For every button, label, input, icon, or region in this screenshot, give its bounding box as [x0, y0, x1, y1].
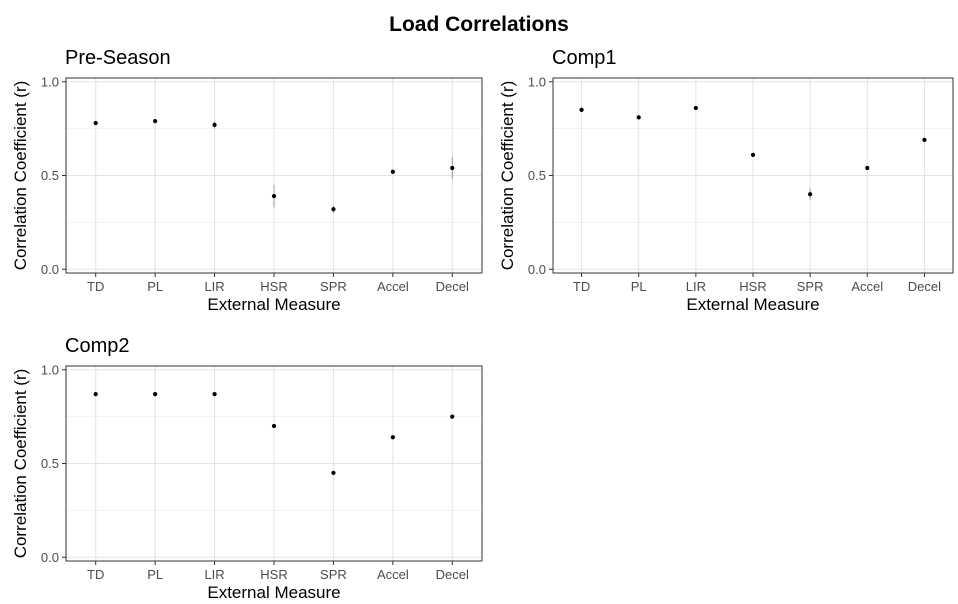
x-tick-label: HSR	[260, 567, 287, 582]
y-tick-label: 0.0	[528, 262, 546, 277]
data-point	[750, 152, 756, 157]
x-tick-label: SPR	[320, 279, 347, 294]
data-point	[331, 470, 336, 475]
data-point	[331, 207, 336, 212]
y-tick-label: 1.0	[528, 74, 546, 89]
data-point	[390, 435, 395, 440]
data-point	[865, 165, 870, 171]
y-tick-label: 1.0	[41, 74, 59, 89]
chart-panel-1: Comp1 0.0 0.5 1.0 TD PL LIR HSR SPR Accel Decel Ext…	[498, 47, 954, 314]
chart-panel-2: Comp2 0.0 0.5 1.0 TD PL LIR HSR SPR Accel Decel Ext…	[11, 335, 483, 602]
x-tick-label: SPR	[797, 279, 824, 294]
chart-panel-0: Pre-Season 0.0 0.5 1.0 TD PL LIR HSR SPR Accel Dec…	[11, 47, 483, 314]
y-tick-label: 0.5	[41, 168, 59, 183]
data-point	[808, 192, 813, 197]
x-tick-label: LIR	[686, 279, 706, 294]
y-axis-label: Correlation Coefficient (r)	[11, 81, 30, 271]
data-point	[922, 137, 927, 142]
data-point	[153, 119, 158, 124]
data-point	[212, 122, 217, 127]
data-point	[450, 414, 455, 419]
x-tick-label: TD	[87, 279, 104, 294]
data-point	[271, 194, 277, 199]
panel-title: Pre-Season	[65, 47, 171, 69]
x-tick-label: Decel	[436, 279, 469, 294]
data-point	[579, 107, 584, 112]
y-tick-label: 0.5	[528, 168, 546, 183]
y-tick-label: 1.0	[41, 362, 59, 377]
y-tick-label: 0.0	[41, 262, 59, 277]
x-tick-label: TD	[87, 567, 104, 582]
data-point	[693, 105, 698, 111]
panel-title: Comp1	[552, 47, 616, 69]
data-point	[390, 169, 395, 174]
x-tick-label: SPR	[320, 567, 347, 582]
y-tick-label: 0.5	[41, 456, 59, 471]
y-axis-label: Correlation Coefficient (r)	[11, 369, 30, 559]
data-point	[450, 165, 455, 171]
data-point	[153, 392, 158, 397]
x-axis-label: External Measure	[686, 295, 819, 314]
y-axis-label: Correlation Coefficient (r)	[498, 81, 517, 271]
x-tick-label: Decel	[908, 279, 941, 294]
x-tick-label: PL	[147, 279, 163, 294]
x-tick-label: Accel	[377, 279, 409, 294]
data-point	[93, 120, 98, 126]
x-tick-label: Decel	[436, 567, 469, 582]
y-tick-label: 0.0	[41, 550, 59, 565]
data-point	[93, 392, 98, 397]
x-tick-label: LIR	[204, 567, 224, 582]
x-axis-label: External Measure	[207, 583, 340, 602]
x-tick-label: PL	[631, 279, 647, 294]
figure-title: Load Correlations	[389, 13, 569, 36]
x-tick-label: HSR	[739, 279, 766, 294]
data-point	[212, 392, 217, 397]
data-point	[636, 115, 641, 120]
data-point	[271, 423, 277, 429]
x-tick-label: TD	[573, 279, 590, 294]
x-tick-label: LIR	[204, 279, 224, 294]
x-tick-label: PL	[147, 567, 163, 582]
x-tick-label: HSR	[260, 279, 287, 294]
x-tick-label: Accel	[851, 279, 883, 294]
panels: Pre-Season 0.0 0.5 1.0 TD PL LIR HSR SPR Accel Dec…	[11, 47, 954, 602]
panel-title: Comp2	[65, 335, 129, 357]
x-tick-label: Accel	[377, 567, 409, 582]
x-axis-label: External Measure	[207, 295, 340, 314]
